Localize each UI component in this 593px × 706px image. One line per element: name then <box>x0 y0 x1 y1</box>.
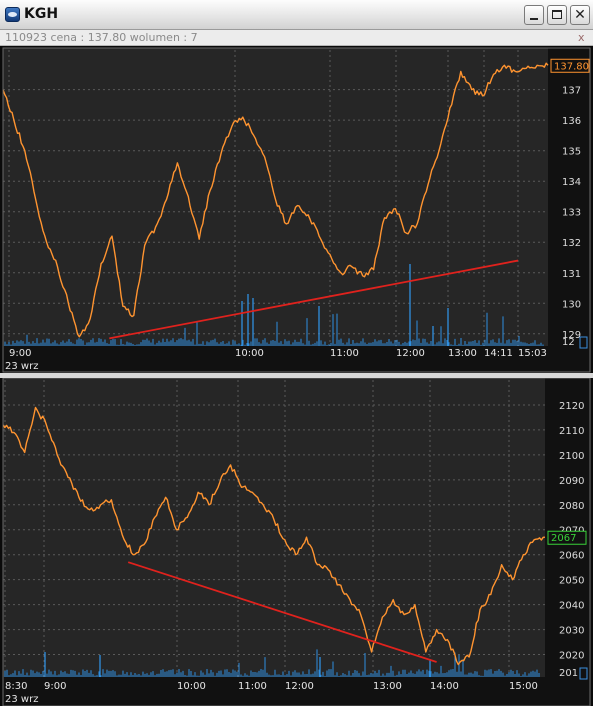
panel-border-0 <box>2 47 591 373</box>
y-tick-label: 2040 <box>559 601 584 612</box>
y-tick-label: 2020 <box>559 651 584 662</box>
y-tick-label: 131 <box>562 269 581 280</box>
volume-scale-marker <box>579 336 588 349</box>
current-price-badge <box>550 58 590 73</box>
x-tick-label: 14:00 <box>430 681 459 692</box>
y-tick-label: 133 <box>562 208 581 219</box>
current-price-badge <box>547 530 587 545</box>
chart-panel-0 <box>3 48 548 372</box>
chart-panel-1 <box>3 378 545 706</box>
x-tick-label: 11:00 <box>330 348 359 359</box>
current-price-value: 2067 <box>551 533 576 544</box>
date-label: 23 wrz <box>5 694 38 705</box>
close-button[interactable]: ✕ <box>570 5 590 25</box>
y-tick-label: 136 <box>562 116 581 127</box>
minimize-button[interactable] <box>524 5 544 25</box>
price-series-line <box>2 406 546 666</box>
x-tick-label: 10:00 <box>235 348 264 359</box>
quote-info-bar: 110923 cena : 137.80 wolumen : 7 x <box>0 30 593 46</box>
trend-line <box>127 561 437 663</box>
price-series-line <box>2 62 549 338</box>
info-close-icon[interactable]: x <box>578 31 585 44</box>
axis-corner-label: 201 <box>559 668 578 679</box>
x-tick-label: 15:03 <box>518 348 547 359</box>
price-axis-0 <box>548 48 591 372</box>
y-tick-label: 129 <box>562 330 581 341</box>
x-tick-label: 10:00 <box>177 681 206 692</box>
y-tick-label: 2050 <box>559 576 584 587</box>
title-bar[interactable]: KGH ✕ <box>0 0 593 30</box>
x-tick-label: 13:00 <box>448 348 477 359</box>
x-tick-label: 14:11 <box>484 348 513 359</box>
maximize-button[interactable] <box>547 5 567 25</box>
y-tick-label: 132 <box>562 238 581 249</box>
minimize-icon <box>530 18 538 20</box>
x-tick-label: 11:00 <box>238 681 267 692</box>
y-tick-label: 2030 <box>559 626 584 637</box>
x-tick-label: 12:00 <box>285 681 314 692</box>
x-tick-label: 13:00 <box>373 681 402 692</box>
date-label: 23 wrz <box>5 361 38 372</box>
y-tick-label: 2060 <box>559 551 584 562</box>
x-tick-label: 8:30 <box>5 681 27 692</box>
y-tick-label: 2100 <box>559 451 584 462</box>
y-tick-label: 2120 <box>559 401 584 412</box>
time-axis-1 <box>3 677 545 706</box>
trend-line <box>109 259 519 340</box>
close-icon: ✕ <box>574 7 586 23</box>
maximize-icon <box>552 10 562 19</box>
y-tick-label: 130 <box>562 299 581 310</box>
panel-separator <box>0 373 593 378</box>
x-tick-label: 9:00 <box>44 681 66 692</box>
volume-scale-marker <box>579 667 588 680</box>
y-tick-label: 2110 <box>559 426 584 437</box>
y-tick-label: 2080 <box>559 501 584 512</box>
quote-info-text: 110923 cena : 137.80 wolumen : 7 <box>5 31 198 44</box>
x-tick-label: 9:00 <box>9 348 31 359</box>
y-tick-label: 137 <box>562 86 581 97</box>
current-price-value: 137.80 <box>554 61 589 72</box>
y-tick-label: 2090 <box>559 476 584 487</box>
y-tick-label: 134 <box>562 177 581 188</box>
app-icon <box>5 7 20 22</box>
time-axis-0 <box>3 346 548 372</box>
axis-corner-label: 12 <box>562 337 575 348</box>
window-title: KGH <box>24 6 59 22</box>
x-tick-label: 12:00 <box>396 348 425 359</box>
y-tick-label: 135 <box>562 147 581 158</box>
x-tick-label: 15:00 <box>509 681 538 692</box>
